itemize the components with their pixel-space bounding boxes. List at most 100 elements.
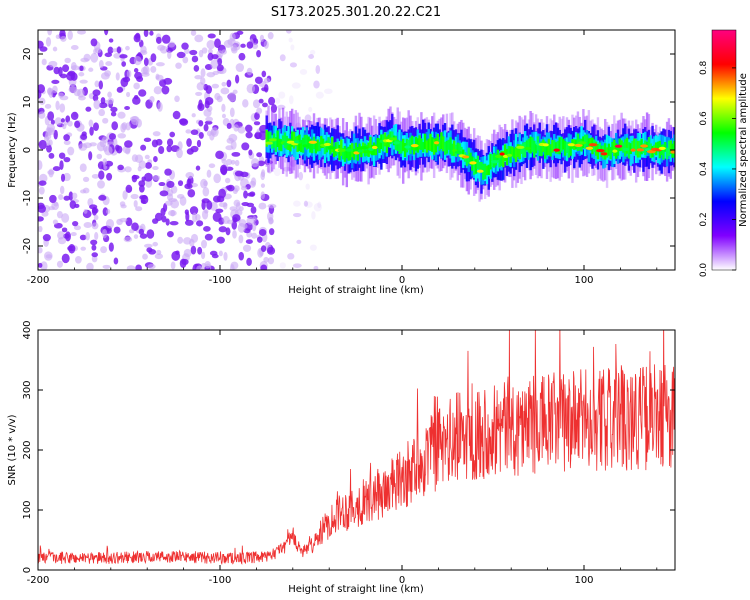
heatmap-noise-blob (206, 169, 212, 178)
heatmap-noise-blob (48, 152, 55, 159)
heatmap-noise-blob (144, 154, 150, 160)
heatmap-noise-blob (229, 264, 235, 270)
heatmap-noise-blob (166, 193, 174, 201)
heatmap-track-cell (352, 148, 356, 160)
heatmap-track-cell (520, 144, 523, 154)
heatmap-noise-blob (98, 194, 107, 201)
heatmap-noise-blob (211, 253, 219, 259)
heatmap-noise-blob (229, 32, 236, 42)
heatmap-noise-blob (126, 265, 136, 270)
heatmap-hot-spot (630, 148, 636, 152)
heatmap-track-cell (558, 137, 561, 155)
heatmap-noise-blob (78, 71, 85, 77)
heatmap-noise-blob (214, 38, 221, 49)
heatmap-hot-spot (490, 160, 499, 164)
heatmap-noise-blob (104, 145, 113, 156)
heatmap-noise-blob (179, 196, 187, 206)
heatmap-track-cell (540, 141, 543, 157)
heatmap-noise-blob (308, 106, 313, 113)
heatmap-noise-blob (100, 97, 106, 105)
heatmap-noise-blob (249, 180, 256, 188)
heatmap-noise-blob (150, 53, 157, 63)
heatmap-noise-blob (107, 46, 114, 54)
heatmap-noise-blob (233, 124, 239, 132)
heatmap-noise-blob (165, 200, 173, 206)
heatmap-noise-blob (221, 81, 227, 87)
heatmap-noise-blob (53, 201, 59, 207)
heatmap-noise-blob (226, 79, 232, 88)
heatmap-noise-blob (170, 199, 180, 209)
heatmap-noise-blob (56, 260, 63, 268)
heatmap-hot-spot (542, 143, 549, 147)
heatmap-noise-blob (69, 200, 77, 209)
heatmap-track-cell (633, 138, 636, 152)
heatmap-noise-blob (125, 148, 131, 155)
heatmap-track-cell (584, 134, 587, 149)
heatmap-track-cell (514, 146, 518, 163)
heatmap-track-cell (503, 144, 507, 161)
heatmap-noise-blob (251, 221, 257, 232)
heatmap-noise-blob (189, 206, 199, 215)
heatmap-track-cell (549, 144, 552, 157)
snr-panel: -200 -100 0 100 0 100 200 300 400 Height of str… (7, 320, 676, 595)
heatmap-noise-blob (156, 249, 162, 255)
heatmap-noise-blob (201, 239, 208, 249)
heatmap-track-cell (436, 134, 439, 147)
heatmap-hot-spot (516, 145, 525, 149)
heatmap-noise-blob (50, 119, 55, 125)
heatmap-track-cell (465, 154, 469, 167)
heatmap-noise-blob (63, 140, 71, 146)
heatmap-noise-blob (152, 175, 161, 181)
heatmap-noise-blob (186, 148, 194, 155)
heatmap-noise-blob (190, 129, 199, 136)
heatmap-track-cell (531, 137, 534, 153)
heatmap-track-cell (396, 139, 399, 152)
heatmap-noise-blob (48, 60, 58, 68)
heatmap-track-cell (480, 161, 483, 173)
heatmap-hot-spot (337, 148, 347, 152)
heatmap-track-cell (458, 143, 461, 155)
heatmap-noise-blob (253, 121, 261, 126)
heatmap-noise-blob (291, 82, 301, 89)
heatmap-track-cell (664, 142, 667, 152)
snr-x-label: Height of straight line (km) (288, 584, 424, 595)
heatmap-noise-blob (146, 229, 155, 239)
heatmap-noise-blob (263, 256, 269, 263)
heatmap-noise-blob (141, 72, 150, 77)
heatmap-track-cell (487, 164, 490, 176)
heatmap-track-cell (303, 134, 307, 147)
heatmap-track-cell (456, 142, 460, 154)
heatmap-hot-spot (612, 149, 618, 153)
heatmap-noise-blob (86, 262, 94, 270)
heatmap-track-cell (567, 141, 571, 158)
heatmap-noise-blob (123, 236, 133, 243)
heatmap-track-cell (280, 139, 283, 152)
heatmap-noise-blob (135, 206, 143, 212)
heatmap-noise-blob (278, 91, 286, 99)
heatmap-noise-blob (133, 200, 138, 208)
heatmap-track-cell (402, 138, 405, 152)
heatmap-noise-blob (59, 30, 66, 38)
heatmap-noise-blob (124, 105, 131, 111)
heatmap-noise-blob (201, 47, 208, 54)
heatmap-track-cell (502, 150, 505, 168)
heatmap-noise-blob (51, 79, 60, 85)
heatmap-noise-blob (38, 160, 43, 171)
heatmap-noise-blob (108, 242, 114, 252)
heatmap-noise-blob (184, 209, 189, 215)
heatmap-track-cell (331, 137, 334, 153)
heatmap-track-cell (289, 138, 292, 152)
heatmap-noise-blob (254, 112, 260, 120)
heatmap-noise-blob (55, 34, 61, 40)
heatmap-noise-blob (245, 131, 253, 139)
heatmap-noise-blob (287, 253, 295, 260)
heatmap-noise-blob (198, 131, 204, 139)
heatmap-noise-blob (62, 64, 70, 73)
heatmap-noise-blob (94, 80, 100, 88)
heatmap-noise-blob (83, 221, 93, 229)
heatmap-noise-blob (309, 49, 316, 55)
heatmap-track-cell (516, 144, 520, 158)
heatmap-noise-blob (273, 168, 281, 177)
heatmap-track-cell (476, 155, 480, 169)
heatmap-noise-blob (161, 34, 171, 44)
